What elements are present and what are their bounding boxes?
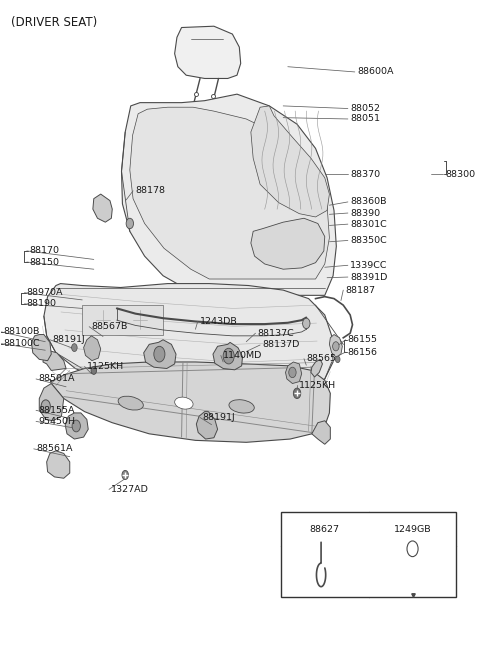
Polygon shape [93,194,112,222]
Polygon shape [251,218,325,269]
Polygon shape [84,336,101,361]
Ellipse shape [175,397,193,409]
Polygon shape [65,413,88,439]
Circle shape [154,346,165,362]
Text: 88350C: 88350C [350,236,387,245]
Text: 88178: 88178 [135,186,166,195]
Circle shape [293,388,301,399]
Polygon shape [196,411,217,439]
Polygon shape [39,384,64,420]
Text: 88370: 88370 [350,170,380,179]
Text: 1339CC: 1339CC [350,261,388,270]
Circle shape [126,218,133,229]
Text: 1243DB: 1243DB [200,317,238,326]
Polygon shape [213,342,242,370]
Text: 88051: 88051 [350,114,380,123]
Text: 88300: 88300 [445,170,475,179]
Polygon shape [242,297,255,320]
Circle shape [302,318,310,329]
Circle shape [407,541,418,557]
Polygon shape [121,94,336,295]
Text: 88191J: 88191J [52,335,85,344]
Polygon shape [311,359,323,377]
Circle shape [223,348,234,364]
Polygon shape [130,107,329,279]
Circle shape [91,367,96,375]
Text: 88301C: 88301C [350,220,387,229]
Polygon shape [312,420,330,444]
Text: 86155: 86155 [348,335,378,344]
Polygon shape [144,340,176,369]
Text: (DRIVER SEAT): (DRIVER SEAT) [11,16,97,29]
Text: 88391D: 88391D [350,272,387,281]
Bar [86,287,92,294]
Polygon shape [286,362,301,384]
Text: 88567B: 88567B [92,322,128,331]
Circle shape [289,367,296,378]
Polygon shape [329,335,342,358]
Text: 88390: 88390 [350,209,380,218]
Text: 88501A: 88501A [38,375,75,384]
Bar [70,287,75,294]
Circle shape [72,344,77,352]
Polygon shape [44,283,333,398]
Circle shape [72,420,80,432]
Text: 1140MD: 1140MD [223,351,263,360]
Text: 95450H: 95450H [38,417,75,426]
Circle shape [122,470,129,480]
Text: 88170: 88170 [29,247,59,255]
Text: 88100B: 88100B [4,327,40,337]
Bar [78,287,84,294]
Ellipse shape [229,400,254,413]
Text: 88150: 88150 [29,258,59,266]
Polygon shape [281,512,456,597]
Text: 88187: 88187 [346,285,375,295]
Polygon shape [50,362,330,442]
Ellipse shape [118,396,144,410]
Text: 88100C: 88100C [4,339,40,348]
Text: 88627: 88627 [310,525,340,534]
Text: 1125KH: 1125KH [87,362,124,371]
Text: 88052: 88052 [350,104,380,113]
Text: 88137D: 88137D [263,340,300,350]
Polygon shape [175,26,240,79]
Polygon shape [31,335,51,361]
Text: 88360B: 88360B [350,197,387,207]
Text: 1125KH: 1125KH [300,381,336,390]
Polygon shape [43,351,66,371]
Text: 88190: 88190 [27,299,57,308]
Text: 88970A: 88970A [27,288,63,297]
Text: 88155A: 88155A [38,406,75,415]
Text: 88137C: 88137C [258,329,295,338]
Polygon shape [47,451,70,478]
Text: 1327AD: 1327AD [111,485,149,494]
Circle shape [41,400,50,413]
Text: 88565: 88565 [306,354,336,363]
Polygon shape [82,305,163,335]
Text: 88600A: 88600A [357,68,394,77]
Polygon shape [251,106,329,217]
Circle shape [333,342,339,351]
Text: 86156: 86156 [348,348,378,357]
Text: 88561A: 88561A [36,444,72,453]
Text: 88191J: 88191J [203,413,235,422]
Circle shape [336,356,340,363]
Text: 1249GB: 1249GB [394,525,432,534]
